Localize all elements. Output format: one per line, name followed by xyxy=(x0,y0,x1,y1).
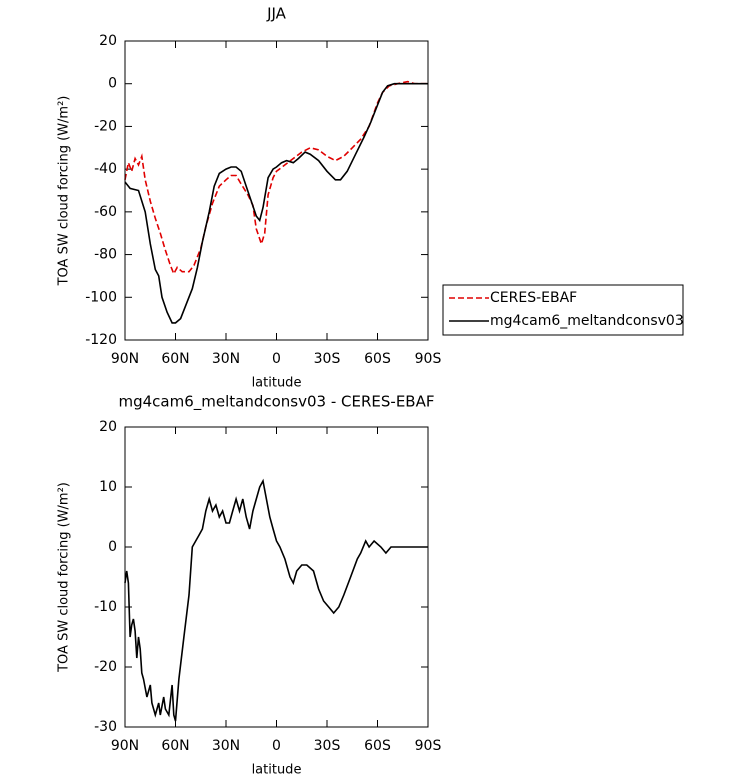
y-tick-label: -10 xyxy=(94,599,117,615)
x-tick-label: 30N xyxy=(212,351,240,367)
legend-label: mg4cam6_meltandconsv03 xyxy=(490,313,684,329)
x-tick-label: 0 xyxy=(272,738,281,754)
y-tick-label: 10 xyxy=(99,479,117,495)
chart-title: JJA xyxy=(266,5,287,23)
x-tick-label: 30S xyxy=(314,738,341,754)
y-tick-label: 0 xyxy=(108,539,117,555)
plot-frame xyxy=(124,40,429,341)
y-tick-label: -60 xyxy=(94,204,117,220)
y-tick-label: -20 xyxy=(94,659,117,675)
x-tick-label: 90N xyxy=(111,738,139,754)
series-line xyxy=(124,82,428,324)
y-tick-label: 20 xyxy=(99,419,117,435)
x-tick-label: 60S xyxy=(364,351,391,367)
x-tick-label: 0 xyxy=(272,351,281,367)
x-tick-label: 60S xyxy=(364,738,391,754)
y-tick-label: -40 xyxy=(94,161,117,177)
series-line xyxy=(124,478,428,722)
y-tick-label: -100 xyxy=(85,289,117,305)
x-tick-label: 90S xyxy=(415,351,442,367)
y-tick-label: 0 xyxy=(108,76,117,92)
x-tick-label: 90N xyxy=(111,351,139,367)
x-axis-label: latitude xyxy=(252,376,302,391)
x-axis-label: latitude xyxy=(252,763,302,778)
y-tick-label: -30 xyxy=(94,719,117,735)
x-tick-label: 30S xyxy=(314,351,341,367)
y-tick-label: -120 xyxy=(85,332,117,348)
y-tick-label: -20 xyxy=(94,118,117,134)
y-axis-label: TOA SW cloud forcing (W/m²) xyxy=(57,482,72,673)
chart-title: mg4cam6_meltandconsv03 - CERES-EBAF xyxy=(119,393,435,412)
x-tick-label: 90S xyxy=(415,738,442,754)
legend-box xyxy=(442,284,684,336)
y-axis-label: TOA SW cloud forcing (W/m²) xyxy=(57,96,72,287)
series-line xyxy=(124,80,428,276)
y-tick-label: -80 xyxy=(94,247,117,263)
y-tick-label: 20 xyxy=(99,33,117,49)
x-tick-label: 60N xyxy=(161,738,189,754)
x-tick-label: 30N xyxy=(212,738,240,754)
plot-frame xyxy=(124,426,429,728)
legend-label: CERES-EBAF xyxy=(490,290,577,306)
x-tick-label: 60N xyxy=(161,351,189,367)
